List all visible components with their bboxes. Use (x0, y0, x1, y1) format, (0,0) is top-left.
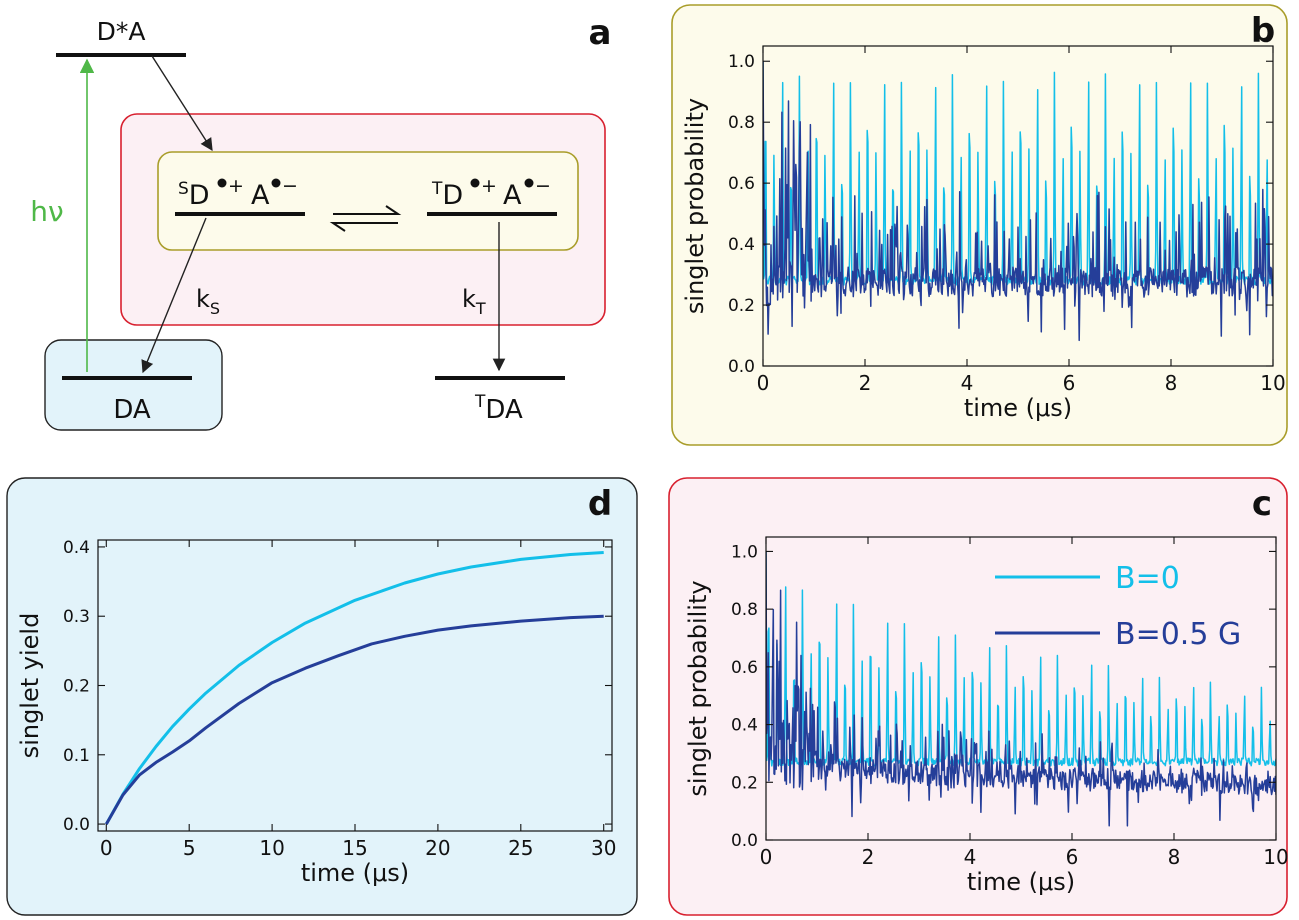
x-axis-label: time (μs) (301, 859, 409, 887)
series-line-0 (104, 551, 604, 825)
y-tick-label: 0.0 (63, 815, 90, 835)
x-tick-label: 8 (1168, 845, 1181, 869)
series-line-1 (104, 614, 604, 825)
x-tick-label: 0 (757, 371, 770, 395)
legend: B=0 B=0.5 G (995, 561, 1241, 652)
x-tick-label: 15 (342, 836, 367, 860)
panel-b-frame (671, 4, 1288, 446)
pair-states-box (157, 151, 579, 251)
plot-frame (765, 536, 1277, 841)
y-tick-label: 0.4 (728, 235, 755, 255)
legend-label-b05: B=0.5 G (1115, 617, 1241, 652)
triplet-sup: T (431, 179, 443, 199)
panel-b: b 0 2 4 6 8 10 0.0 0.2 0.4 0.6 0.8 1.0 time (μs) sing… (671, 4, 1288, 446)
y-tick-label: 0.3 (63, 607, 90, 627)
panel-c-frame (668, 477, 1288, 916)
ks-label: kS (196, 285, 220, 318)
panel-letter-a: a (589, 13, 612, 53)
x-tick-label: 30 (591, 836, 616, 860)
plot-c: 0 2 4 6 8 10 0.0 0.2 0.4 0.6 0.8 1.0 time (μs) single… (684, 536, 1289, 896)
x-tick-label: 4 (964, 845, 977, 869)
x-tick-label: 4 (961, 371, 974, 395)
x-tick-label: 6 (1066, 845, 1079, 869)
plot-frame (762, 45, 1274, 367)
y-tick-label: 0.2 (731, 773, 758, 793)
x-tick-label: 8 (1165, 371, 1178, 395)
panel-d-frame (6, 477, 638, 916)
singlet-acceptor-charge: − (282, 175, 298, 197)
triplet-acceptor-radical-dot (524, 178, 534, 188)
x-tick-label: 10 (259, 836, 284, 860)
x-tick-label: 2 (859, 371, 872, 395)
y-tick-label: 0.8 (731, 600, 758, 620)
x-tick-label: 6 (1063, 371, 1076, 395)
triplet-acceptor-label: A (503, 180, 522, 211)
y-tick-label: 0.8 (728, 113, 755, 133)
y-tick-label: 0.4 (63, 538, 90, 558)
triplet-acceptor-charge: − (535, 175, 551, 197)
triplet-pair-label: TD (431, 179, 463, 211)
singlet-sup: S (178, 179, 189, 199)
singlet-recombination-arrow (141, 217, 207, 374)
hv-label: hν (30, 195, 63, 228)
x-tick-label: 2 (862, 845, 875, 869)
series-line-1 (763, 61, 1273, 342)
y-tick-label: 0.6 (731, 658, 758, 678)
y-tick-label: 1.0 (731, 542, 758, 562)
series-line-1 (766, 551, 1276, 827)
y-tick-label: 0.4 (731, 716, 758, 736)
legend-label-b0: B=0 (1115, 561, 1180, 596)
y-tick-label: 0.2 (728, 296, 755, 316)
x-tick-label: 0 (100, 836, 113, 860)
singlet-donor-charge: + (228, 175, 244, 197)
y-tick-label: 0.6 (728, 174, 755, 194)
ground-state-label: DA (113, 395, 151, 425)
panel-letter-d: d (588, 484, 612, 524)
ground-state-box (44, 339, 223, 431)
panel-d: d 0 5 10 15 20 25 30 0.0 0.1 0.2 0.3 0.4 time (μs) si… (6, 477, 638, 916)
y-tick-label: 0.0 (731, 831, 758, 851)
singlet-acceptor-label: A (251, 180, 270, 211)
singlet-donor-radical-dot (217, 178, 227, 188)
singlet-pair-label: SD (178, 179, 210, 211)
x-tick-label: 25 (508, 836, 533, 860)
triplet-ground-label: TDA (474, 392, 523, 425)
equilibrium-arrows (329, 205, 402, 232)
y-tick-label: 0.0 (728, 357, 755, 377)
plot-b: 0 2 4 6 8 10 0.0 0.2 0.4 0.6 0.8 1.0 time (μs) single… (681, 45, 1286, 422)
panel-letter-b: b (1251, 11, 1275, 51)
y-tick-label: 1.0 (728, 52, 755, 72)
singlet-acceptor-radical-dot (271, 178, 281, 188)
y-axis-label: singlet probability (684, 580, 712, 796)
panel-letter-c: c (1252, 484, 1272, 524)
plot-d: 0 5 10 15 20 25 30 0.0 0.1 0.2 0.3 0.4 time (μs) sing… (16, 538, 616, 887)
y-tick-label: 0.1 (63, 746, 90, 766)
panel-c: c 0 2 4 6 8 10 0.0 0.2 0.4 0.6 0.8 1.0 time (μs) sing… (668, 477, 1289, 916)
kt-label: kT (462, 285, 486, 318)
x-axis-label: time (μs) (964, 394, 1072, 422)
x-tick-label: 10 (1263, 845, 1288, 869)
charge-separation-arrow (151, 55, 213, 152)
x-tick-label: 5 (183, 836, 196, 860)
x-tick-label: 0 (760, 845, 773, 869)
x-axis-label: time (μs) (967, 868, 1075, 896)
excited-state-label: D*A (97, 17, 146, 46)
triplet-donor-radical-dot (470, 178, 480, 188)
y-axis-label: singlet yield (16, 613, 44, 759)
panel-a-diagram: D*A hν SD + A − TD + A − kS kT (30, 13, 612, 431)
y-axis-label: singlet probability (681, 98, 709, 314)
y-tick-label: 0.2 (63, 677, 90, 697)
x-tick-label: 10 (1260, 371, 1285, 395)
triplet-donor-charge: + (481, 175, 497, 197)
x-tick-label: 20 (425, 836, 450, 860)
